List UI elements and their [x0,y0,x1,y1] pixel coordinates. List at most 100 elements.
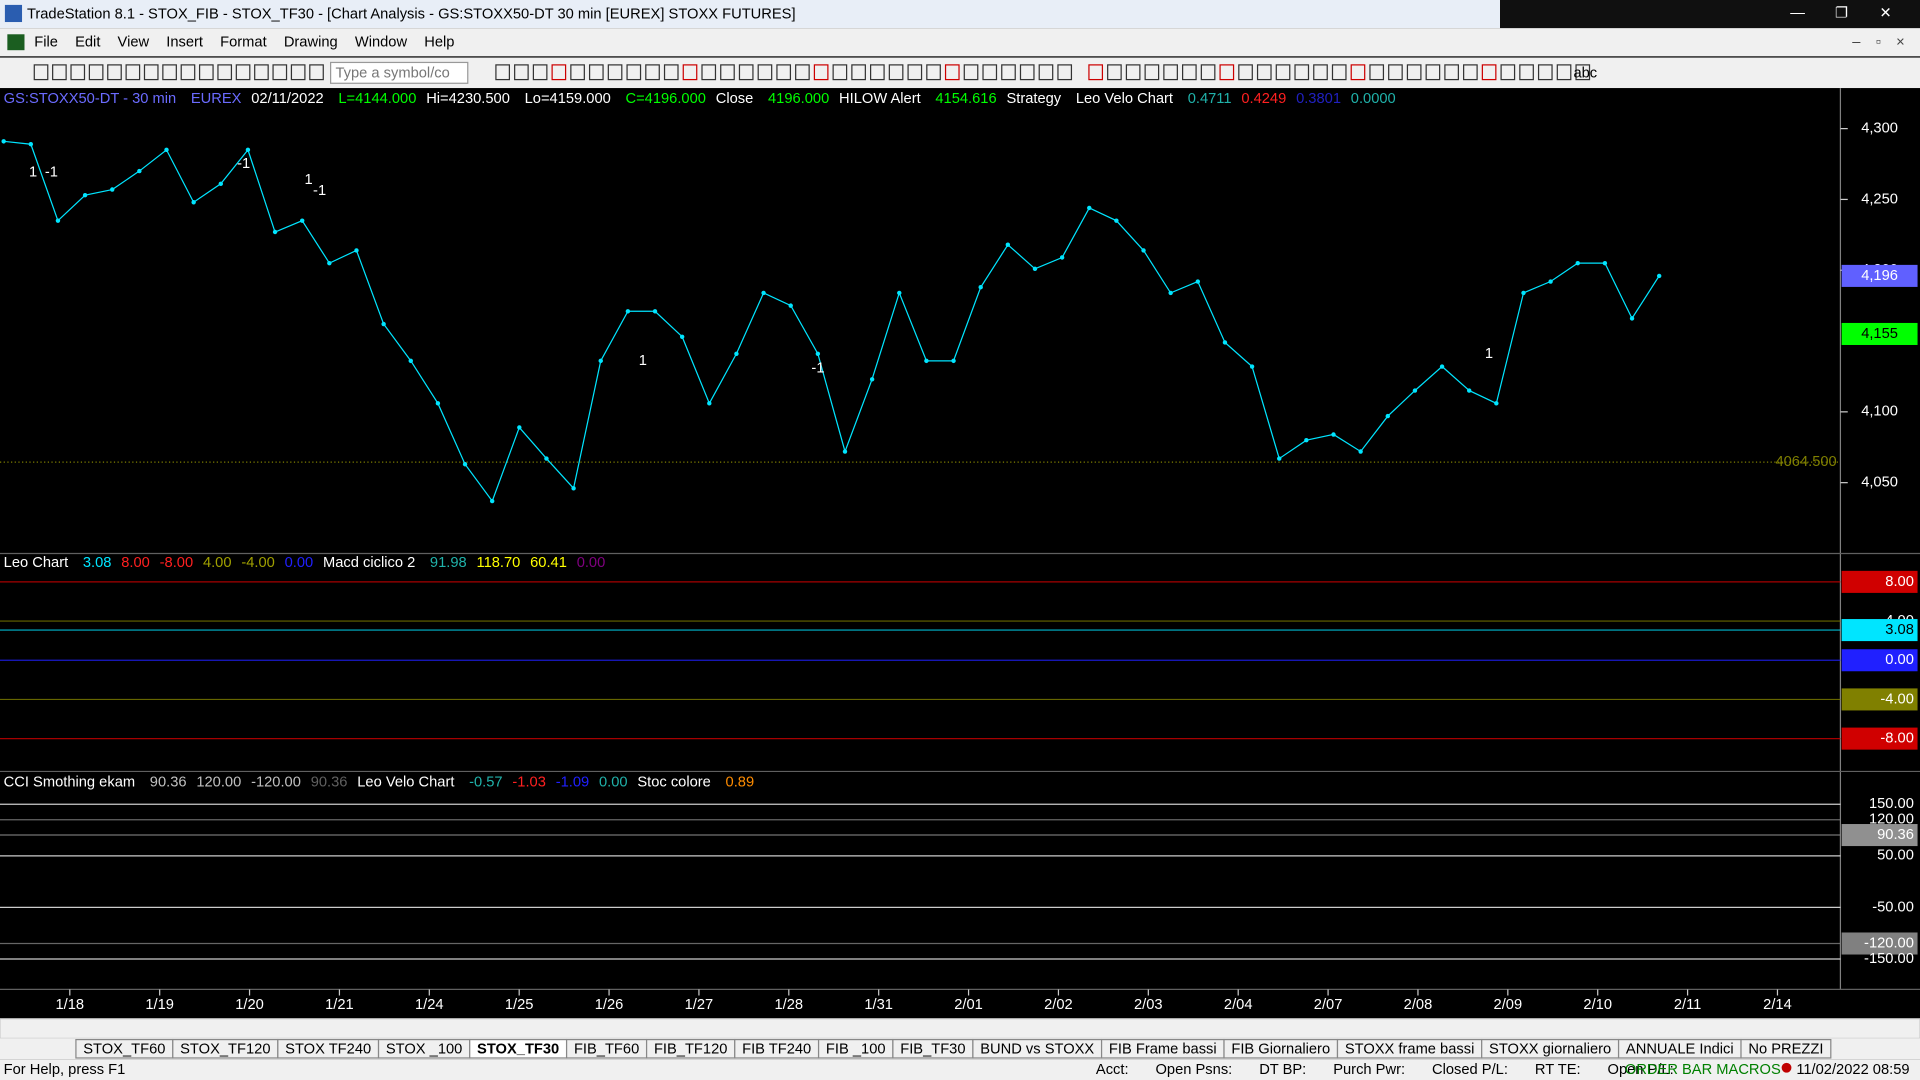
tab[interactable]: FIB_TF30 [892,1038,974,1059]
toolbar-icon[interactable] [551,64,567,81]
tab[interactable]: FIB Giornaliero [1223,1038,1339,1059]
menu-item[interactable]: File [34,35,58,51]
toolbar-icon[interactable] [720,64,735,81]
toolbar-icon[interactable] [272,64,288,81]
tab[interactable]: STOX_TF30 [469,1038,568,1059]
toolbar-icon[interactable] [1144,64,1160,81]
tab[interactable]: FIB _100 [817,1038,894,1059]
menu-item[interactable]: View [118,35,150,51]
toolbar-icon[interactable] [832,64,848,81]
mdi-button[interactable]: ▫ [1876,35,1881,51]
tab[interactable]: STOXX frame bassi [1336,1038,1483,1059]
menu-item[interactable]: Format [220,35,267,51]
toolbar-icon[interactable] [1275,64,1291,81]
toolbar-icon[interactable] [1444,64,1459,81]
tab[interactable]: BUND vs STOXX [972,1038,1103,1059]
tab[interactable]: STOXX giornaliero [1481,1038,1620,1059]
toolbar-icon[interactable] [907,64,923,81]
scrollbar[interactable] [0,1018,1920,1039]
toolbar-icon[interactable] [254,64,269,81]
menu-item[interactable]: Insert [166,35,203,51]
toolbar-icon[interactable] [1294,64,1310,81]
toolbar-icon[interactable] [1256,64,1272,81]
symbol-box[interactable] [330,61,469,84]
toolbar-icon[interactable] [1463,64,1478,81]
tab[interactable]: STOX _100 [377,1038,471,1059]
toolbar-icon[interactable] [663,64,679,81]
tab[interactable]: FIB TF240 [734,1038,820,1059]
tab[interactable]: No PREZZI [1740,1038,1832,1059]
tab[interactable]: FIB_TF120 [645,1038,736,1059]
toolbar-icon[interactable] [851,64,866,81]
toolbar-icon[interactable] [926,64,941,81]
toolbar-icon[interactable] [1238,64,1253,81]
toolbar-icon[interactable] [1088,64,1104,81]
toolbar-icon[interactable] [982,64,998,81]
toolbar-icon[interactable] [870,64,885,81]
toolbar-icon[interactable] [813,64,829,81]
menu-item[interactable]: Edit [75,35,100,51]
tab[interactable]: STOX TF240 [277,1038,380,1059]
toolbar-icon[interactable] [645,64,660,81]
toolbar-icon[interactable] [1019,64,1035,81]
toolbar-icon[interactable] [1313,64,1328,81]
toolbar-icon[interactable] [180,64,196,81]
toolbar-icon[interactable] [738,64,754,81]
toolbar-icon[interactable] [1057,64,1073,81]
toolbar-icon[interactable] [33,64,49,81]
toolbar-icon[interactable] [795,64,810,81]
toolbar-icon[interactable] [1219,64,1235,81]
toolbar-icon[interactable] [757,64,773,81]
toolbar-icon[interactable] [1537,64,1553,81]
toolbar-icon[interactable] [52,64,67,81]
toolbar-icon[interactable] [198,64,214,81]
toolbar-icon[interactable] [125,64,141,81]
toolbar-icon[interactable] [107,64,122,81]
toolbar-icon[interactable] [1001,64,1016,81]
toolbar-icon[interactable] [626,64,642,81]
toolbar-icon[interactable] [1388,64,1403,81]
toolbar-icon[interactable] [701,64,717,81]
toolbar-icon[interactable] [290,64,306,81]
toolbar-icon[interactable] [1575,64,1591,81]
mdi-button[interactable]: – [1852,35,1861,51]
toolbar-icon[interactable] [514,64,529,81]
toolbar-icon[interactable] [143,64,159,81]
toolbar-icon[interactable] [1406,64,1422,81]
toolbar-icon[interactable] [776,64,792,81]
toolbar-icon[interactable] [309,64,324,81]
toolbar-icon[interactable] [1181,64,1197,81]
window-button[interactable]: — [1790,5,1805,21]
tab[interactable]: FIB_TF60 [565,1038,648,1059]
menu-item[interactable]: Drawing [284,35,338,51]
toolbar-icon[interactable] [944,64,960,81]
toolbar-icon[interactable] [1107,64,1122,81]
tab[interactable]: FIB Frame bassi [1100,1038,1225,1059]
toolbar-icon[interactable] [532,64,548,81]
toolbar-icon[interactable] [1038,64,1054,81]
toolbar-icon[interactable] [1125,64,1141,81]
toolbar-icon[interactable] [70,64,86,81]
toolbar-icon[interactable] [682,64,698,81]
menu-item[interactable]: Help [424,35,454,51]
toolbar-icon[interactable] [88,64,104,81]
toolbar-icon[interactable] [217,64,233,81]
toolbar-icon[interactable] [570,64,585,81]
tab[interactable]: ANNUALE Indici [1617,1038,1742,1059]
toolbar-icon[interactable] [1350,64,1366,81]
toolbar-icon[interactable] [1500,64,1516,81]
toolbar-icon[interactable] [888,64,904,81]
toolbar-icon[interactable] [1519,64,1534,81]
tab[interactable]: STOX_TF120 [172,1038,279,1059]
toolbar-icon[interactable] [1369,64,1385,81]
toolbar-icon[interactable] [963,64,979,81]
toolbar-icon[interactable] [1481,64,1497,81]
toolbar-icon[interactable] [588,64,604,81]
toolbar-icon[interactable] [1331,64,1347,81]
toolbar-icon[interactable] [495,64,510,81]
tab[interactable]: STOX_TF60 [75,1038,174,1059]
menu-item[interactable]: Window [355,35,408,51]
toolbar-icon[interactable] [1163,64,1178,81]
mdi-button[interactable]: × [1896,35,1905,51]
window-button[interactable]: ❐ [1835,5,1848,21]
